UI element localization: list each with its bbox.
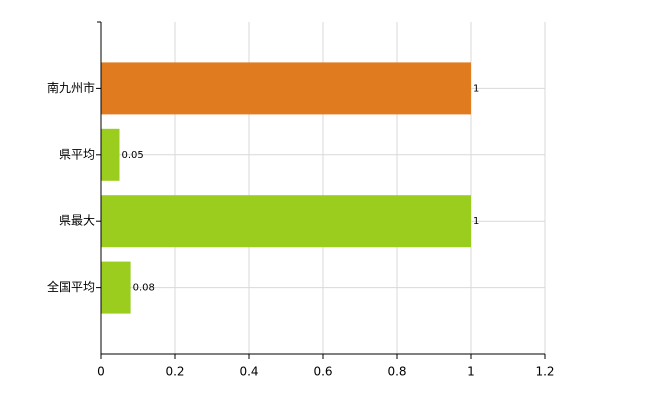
y-tick-label: 県最大 xyxy=(59,214,95,228)
bar xyxy=(101,195,471,248)
x-tick-label: 1 xyxy=(467,365,475,379)
bar xyxy=(101,261,131,314)
bar xyxy=(101,128,120,181)
data-label: 1 xyxy=(473,216,479,227)
x-tick-label: 0.2 xyxy=(165,365,184,379)
y-tick-label: 県平均 xyxy=(59,147,95,161)
data-label: 1 xyxy=(473,83,479,94)
x-tick-label: 0.6 xyxy=(313,365,332,379)
x-tick-label: 0 xyxy=(97,365,105,379)
x-tick-label: 1.2 xyxy=(535,365,554,379)
y-tick-label: 南九州市 xyxy=(47,80,95,95)
x-tick-label: 0.4 xyxy=(239,365,258,379)
data-label: 0.08 xyxy=(133,283,155,294)
y-tick-label: 全国平均 xyxy=(47,279,95,294)
data-label: 0.05 xyxy=(122,150,144,161)
x-tick-label: 0.8 xyxy=(387,365,406,379)
bar xyxy=(101,62,471,115)
